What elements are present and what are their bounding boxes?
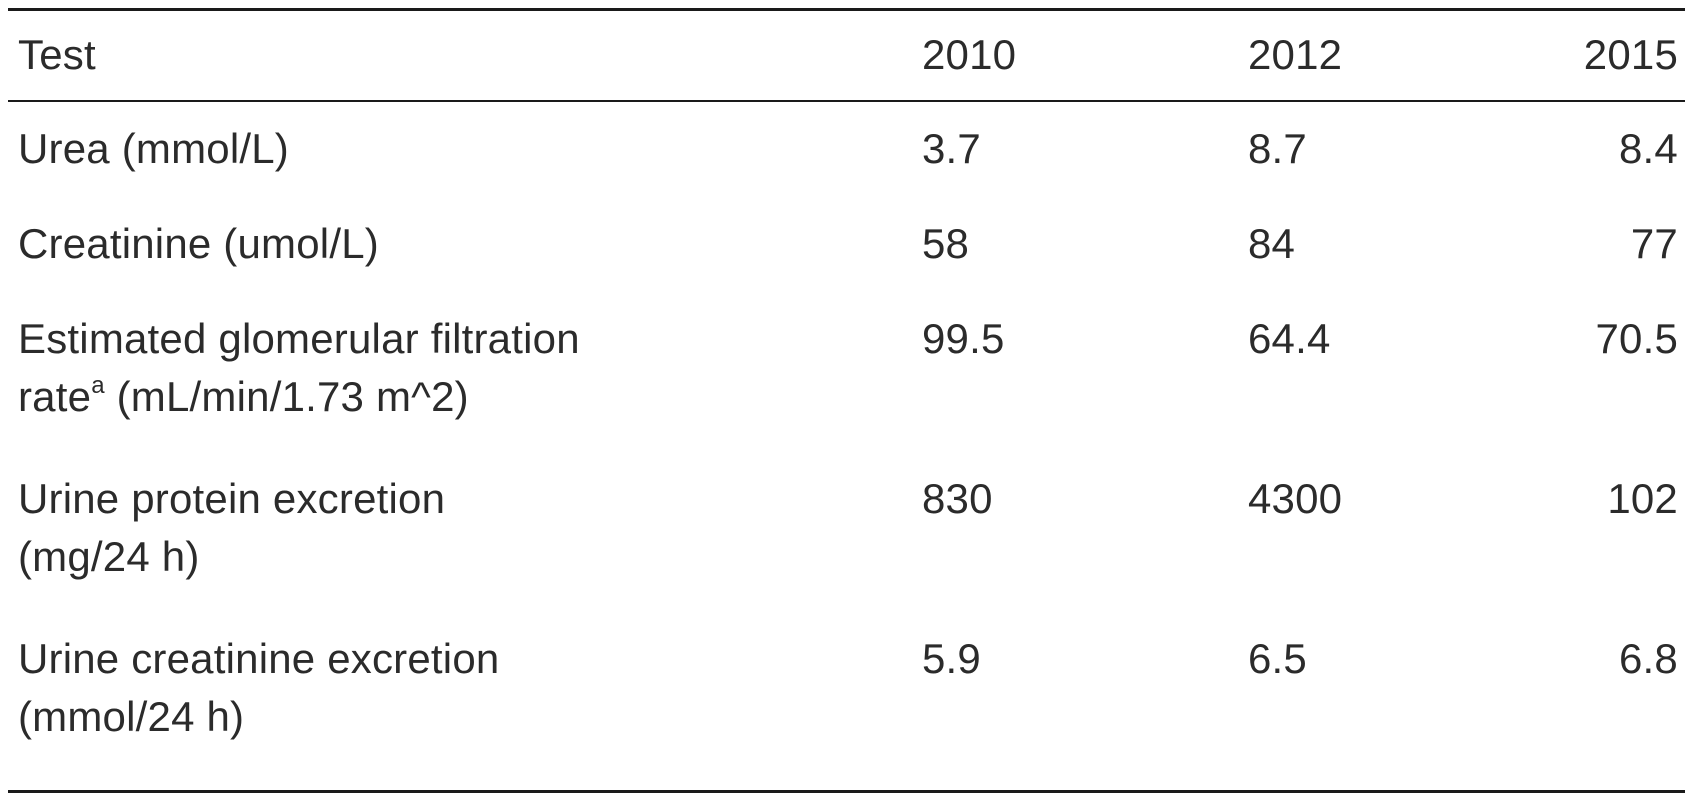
footnote-marker: a xyxy=(91,372,105,399)
value-2012: 4300 xyxy=(1248,475,1343,522)
test-name-urine-creatinine: Urine creatinine excretion (mmol/24 h) xyxy=(18,630,499,746)
test-name-line1: Urine creatinine excretion xyxy=(18,635,500,682)
table-bottom-rule xyxy=(8,790,1685,793)
test-name-line2: ratea (mL/min/1.73 m^2) xyxy=(18,368,580,426)
test-name-line1: Urine protein excretion xyxy=(18,475,446,522)
test-name-line2: (mmol/24 h) xyxy=(18,693,245,740)
value-2010: 3.7 xyxy=(922,125,981,172)
value-2012: 64.4 xyxy=(1248,315,1331,362)
header-year-2010: 2010 xyxy=(922,31,1017,78)
value-2012: 8.7 xyxy=(1248,125,1307,172)
value-2015: 8.4 xyxy=(1619,125,1678,172)
value-2015: 70.5 xyxy=(1595,315,1678,362)
value-2015: 77 xyxy=(1630,220,1678,267)
test-name-rate: rate xyxy=(18,373,92,420)
test-name-creatinine: Creatinine (umol/L) xyxy=(18,220,379,267)
test-name-urea: Urea (mmol/L) xyxy=(18,125,289,172)
value-2010: 5.9 xyxy=(922,635,981,682)
test-name-units: (mL/min/1.73 m^2) xyxy=(104,373,469,420)
test-name-line2: (mg/24 h) xyxy=(18,533,200,580)
test-name-urine-protein: Urine protein excretion (mg/24 h) xyxy=(18,470,445,586)
value-2015: 6.8 xyxy=(1619,635,1678,682)
value-2010: 58 xyxy=(922,220,970,267)
header-test: Test xyxy=(18,31,96,78)
header-year-2012: 2012 xyxy=(1248,31,1343,78)
table-top-rule xyxy=(8,8,1685,11)
value-2010: 99.5 xyxy=(922,315,1005,362)
header-year-2015: 2015 xyxy=(1583,31,1678,78)
test-name-egfr: Estimated glomerular filtration ratea (m… xyxy=(18,310,580,426)
value-2010: 830 xyxy=(922,475,993,522)
value-2015: 102 xyxy=(1607,475,1678,522)
value-2012: 84 xyxy=(1248,220,1296,267)
value-2012: 6.5 xyxy=(1248,635,1307,682)
test-name-line1: Estimated glomerular filtration xyxy=(18,315,580,362)
table-header-rule xyxy=(8,100,1685,102)
